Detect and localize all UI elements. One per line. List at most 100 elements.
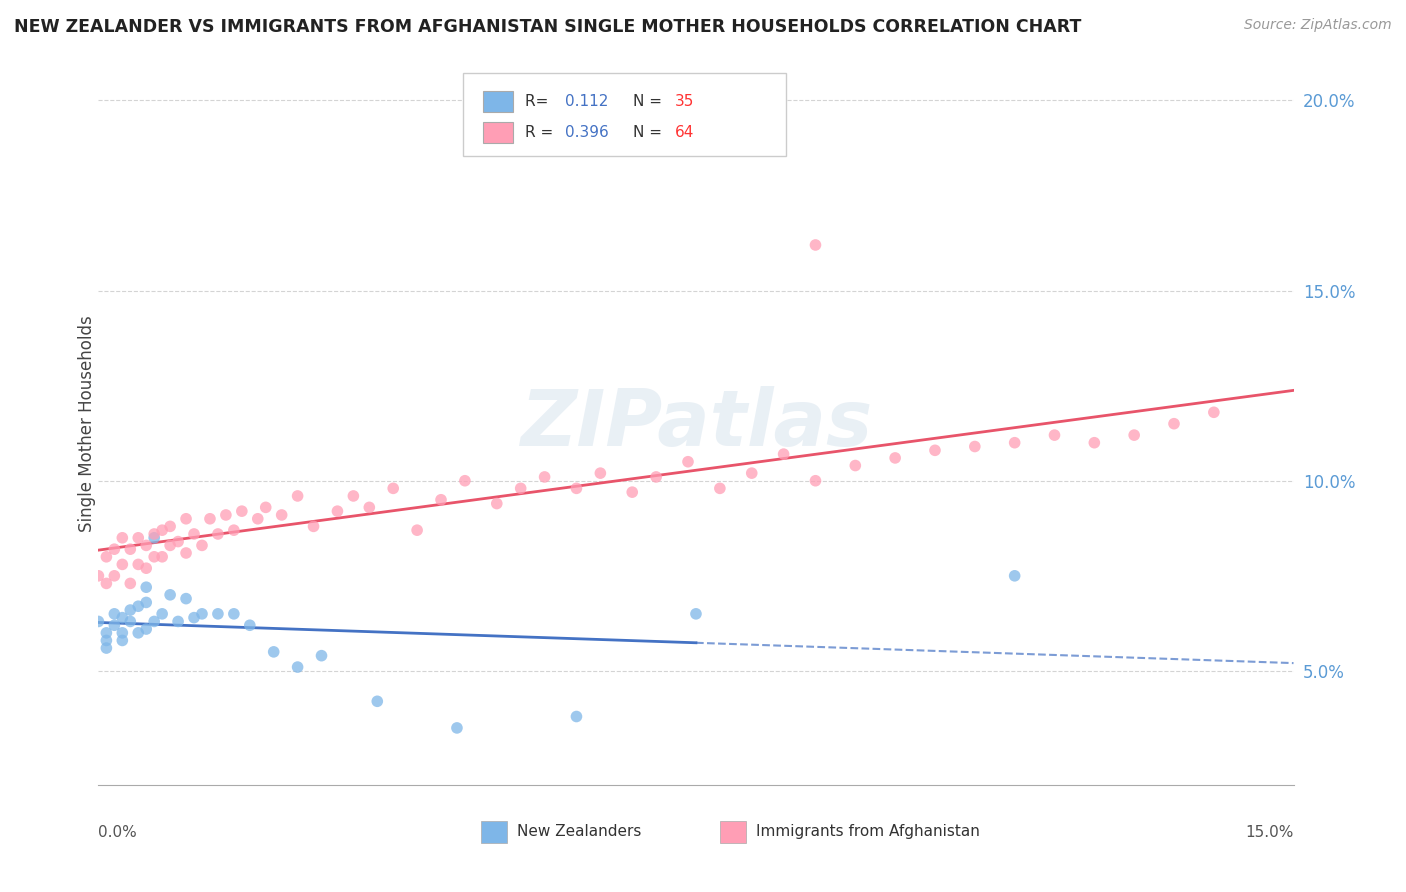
Point — [446, 721, 468, 735]
Point — [1083, 435, 1105, 450]
FancyBboxPatch shape — [720, 821, 747, 843]
Point — [135, 580, 157, 594]
Point — [963, 440, 986, 454]
Text: NEW ZEALANDER VS IMMIGRANTS FROM AFGHANISTAN SINGLE MOTHER HOUSEHOLDS CORRELATIO: NEW ZEALANDER VS IMMIGRANTS FROM AFGHANI… — [14, 18, 1081, 36]
Point — [127, 599, 149, 614]
Point — [1202, 405, 1225, 419]
Text: N =: N = — [633, 94, 666, 109]
Text: Immigrants from Afghanistan: Immigrants from Afghanistan — [756, 824, 980, 839]
Point — [741, 466, 763, 480]
Point — [174, 512, 197, 526]
Point — [685, 607, 707, 621]
Point — [87, 615, 110, 629]
Point — [430, 492, 453, 507]
Point — [287, 660, 309, 674]
Point — [174, 546, 197, 560]
Text: ZIPatlas: ZIPatlas — [520, 385, 872, 462]
Point — [621, 485, 644, 500]
Point — [143, 615, 166, 629]
Point — [127, 558, 149, 572]
Point — [150, 523, 173, 537]
Point — [246, 512, 269, 526]
Point — [772, 447, 794, 461]
Point — [96, 549, 118, 564]
Point — [302, 519, 325, 533]
Text: 0.112: 0.112 — [565, 94, 607, 109]
Point — [174, 591, 197, 606]
Point — [1123, 428, 1146, 442]
Point — [127, 531, 149, 545]
Point — [111, 531, 134, 545]
Point — [804, 474, 827, 488]
Point — [96, 576, 118, 591]
Text: 64: 64 — [675, 125, 693, 140]
Point — [96, 625, 118, 640]
Point — [111, 610, 134, 624]
Point — [222, 607, 245, 621]
Point — [150, 607, 173, 621]
Point — [366, 694, 388, 708]
Point — [1163, 417, 1185, 431]
Text: New Zealanders: New Zealanders — [517, 824, 641, 839]
FancyBboxPatch shape — [484, 122, 513, 143]
Point — [1043, 428, 1066, 442]
Text: R=: R= — [524, 94, 554, 109]
Point — [135, 595, 157, 609]
Text: Source: ZipAtlas.com: Source: ZipAtlas.com — [1244, 18, 1392, 32]
FancyBboxPatch shape — [481, 821, 508, 843]
Point — [1004, 435, 1026, 450]
Point — [884, 450, 907, 465]
Point — [1004, 569, 1026, 583]
Point — [342, 489, 364, 503]
Point — [87, 569, 110, 583]
Point — [111, 558, 134, 572]
Point — [198, 512, 221, 526]
Point — [103, 607, 125, 621]
Point — [645, 470, 668, 484]
Point — [270, 508, 292, 522]
Point — [565, 709, 588, 723]
Point — [804, 238, 827, 252]
Point — [382, 481, 405, 495]
Point — [183, 610, 205, 624]
Point — [96, 641, 118, 656]
Point — [103, 618, 125, 632]
Point — [222, 523, 245, 537]
Text: 0.396: 0.396 — [565, 125, 609, 140]
Point — [485, 497, 508, 511]
Point — [231, 504, 253, 518]
Point — [215, 508, 238, 522]
Point — [120, 603, 142, 617]
Point — [254, 500, 277, 515]
Point — [454, 474, 477, 488]
Point — [143, 527, 166, 541]
Point — [127, 625, 149, 640]
Point — [844, 458, 866, 473]
Text: 15.0%: 15.0% — [1246, 825, 1294, 839]
Point — [111, 625, 134, 640]
Point — [191, 607, 214, 621]
Point — [103, 569, 125, 583]
Point — [159, 519, 181, 533]
Point — [167, 615, 190, 629]
Point — [406, 523, 429, 537]
Point — [263, 645, 285, 659]
Point — [135, 622, 157, 636]
Text: R =: R = — [524, 125, 558, 140]
Point — [565, 481, 588, 495]
Point — [239, 618, 262, 632]
Point — [509, 481, 531, 495]
Point — [103, 542, 125, 557]
FancyBboxPatch shape — [463, 73, 786, 156]
Point — [143, 549, 166, 564]
Point — [676, 455, 699, 469]
Point — [159, 538, 181, 552]
Point — [96, 633, 118, 648]
Point — [311, 648, 333, 663]
Point — [150, 549, 173, 564]
Point — [207, 527, 229, 541]
Point — [589, 466, 612, 480]
Point — [120, 542, 142, 557]
Point — [709, 481, 731, 495]
Point — [135, 538, 157, 552]
